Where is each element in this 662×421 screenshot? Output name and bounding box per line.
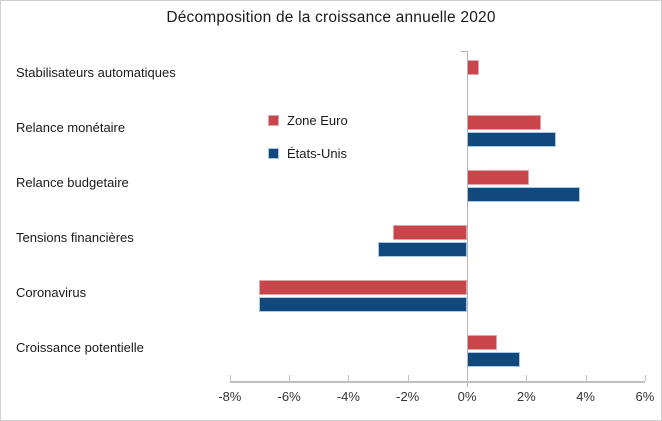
bar-zone-euro (392, 225, 467, 240)
bar-etats-unis (467, 187, 580, 202)
chart-title: Décomposition de la croissance annuelle … (166, 9, 496, 26)
zero-axis-line (467, 51, 468, 387)
x-axis-line (229, 381, 645, 383)
zone-euro-swatch-icon (268, 115, 279, 126)
x-tick (289, 375, 291, 381)
x-tick-label: 2% (516, 389, 536, 404)
bar-zone-euro (467, 60, 479, 75)
legend-label-zone-euro: Zone Euro (287, 113, 348, 128)
category-label: Croissance potentielle (16, 340, 144, 355)
x-tick (585, 375, 587, 381)
bar-etats-unis (378, 242, 467, 257)
category-label: Tensions financières (16, 230, 134, 245)
x-tick (407, 375, 409, 381)
x-tick (348, 375, 350, 381)
legend: Zone Euro États-Unis (268, 113, 348, 179)
bar-zone-euro (467, 335, 497, 350)
bar-etats-unis (259, 297, 467, 312)
bar-zone-euro (259, 280, 467, 295)
bar-zone-euro (467, 115, 542, 130)
bar-etats-unis (467, 132, 556, 147)
x-tick-label: 6% (635, 389, 655, 404)
x-tick (526, 375, 528, 381)
x-tick (229, 375, 231, 381)
category-label: Stabilisateurs automatiques (16, 65, 176, 80)
category-label: Coronavirus (16, 285, 87, 300)
bar-etats-unis (467, 352, 521, 367)
etats-unis-swatch-icon (268, 148, 279, 159)
x-tick (644, 375, 646, 381)
x-tick-label: 0% (457, 389, 477, 404)
bar-zone-euro (467, 170, 530, 185)
category-label: Relance budgetaire (16, 175, 129, 190)
legend-item-etats-unis: États-Unis (268, 146, 348, 161)
zero-axis-cap (461, 51, 467, 52)
x-tick-label: 4% (576, 389, 595, 404)
category-label: Relance monétaire (16, 120, 126, 135)
x-tick-label: -6% (277, 389, 301, 404)
legend-item-zone-euro: Zone Euro (268, 113, 348, 128)
legend-label-etats-unis: États-Unis (287, 146, 347, 161)
x-tick-label: -2% (396, 389, 420, 404)
x-tick (467, 375, 468, 381)
x-tick-label: -4% (336, 389, 360, 404)
x-tick-label: -8% (218, 389, 242, 404)
